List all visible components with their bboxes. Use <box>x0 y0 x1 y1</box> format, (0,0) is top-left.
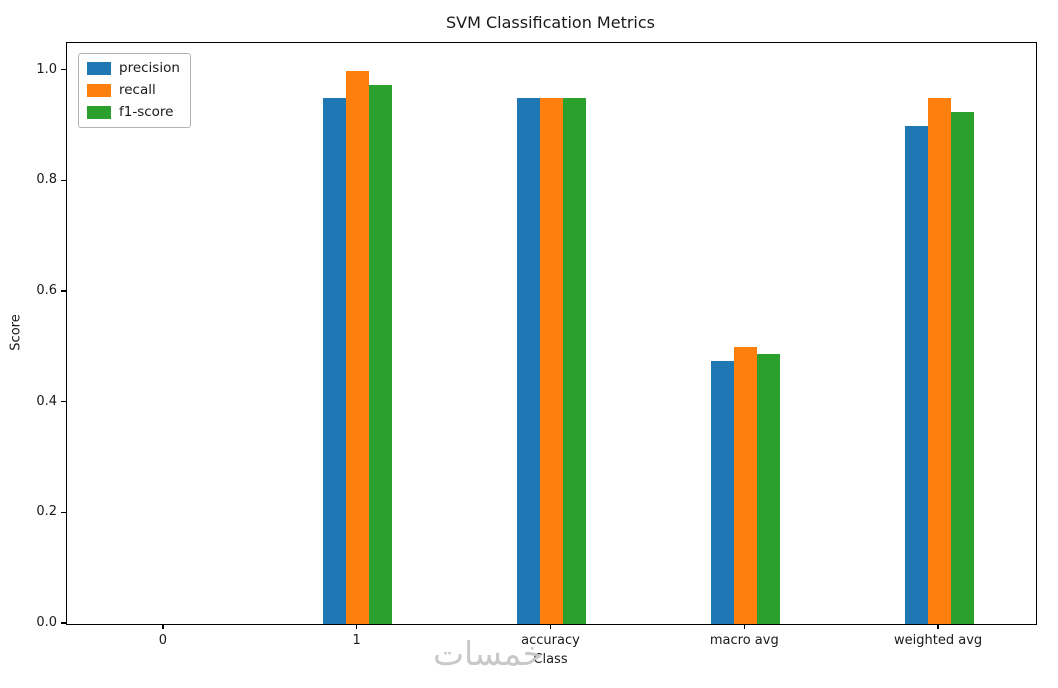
legend-label: precision <box>119 60 180 76</box>
bar-recall-1 <box>346 70 370 624</box>
legend-swatch-precision <box>87 62 111 75</box>
x-tick-label: 0 <box>158 633 168 648</box>
plot-area: precision recall f1-score <box>66 42 1037 625</box>
legend: precision recall f1-score <box>78 53 191 128</box>
bar-recall-weighted-avg <box>927 98 951 624</box>
y-tick-label: 0.6 <box>36 283 57 298</box>
bar-f1-score-macro-avg <box>756 354 780 624</box>
x-axis-label: Class <box>533 652 568 667</box>
legend-label: f1-score <box>119 104 174 120</box>
bar-recall-macro-avg <box>733 347 757 624</box>
y-axis-label-text: Score <box>8 314 24 351</box>
x-tick-label: macro avg <box>709 633 779 648</box>
legend-swatch-f1-score <box>87 106 111 119</box>
bar-f1-score-accuracy <box>563 98 586 624</box>
bar-f1-score-1 <box>369 84 393 624</box>
legend-entry-precision: precision <box>87 61 180 76</box>
legend-label: recall <box>119 82 156 98</box>
bar-precision-weighted-avg <box>904 126 928 624</box>
x-tick-mark <box>356 624 358 629</box>
y-tick-label: 1.0 <box>36 61 57 77</box>
y-tick-mark <box>61 511 66 514</box>
x-tick-label: weighted avg <box>894 633 983 648</box>
bar-precision-macro-avg <box>710 361 734 624</box>
y-tick-mark <box>61 622 66 624</box>
x-tick-mark <box>549 624 552 629</box>
chart-title: SVM Classification Metrics <box>445 13 656 32</box>
legend-swatch-recall <box>87 84 111 97</box>
x-tick-label: accuracy <box>521 633 580 648</box>
y-axis-label: Score <box>6 42 26 623</box>
y-tick-mark <box>61 400 66 403</box>
bar-precision-1 <box>323 98 347 624</box>
y-tick-label: 0.8 <box>36 172 57 188</box>
y-tick-mark <box>61 68 66 71</box>
watermark-text: خمسات <box>432 634 544 673</box>
bar-f1-score-weighted-avg <box>950 112 974 624</box>
y-tick-label: 0.2 <box>36 504 57 520</box>
legend-entry-recall: recall <box>87 83 180 98</box>
legend-entry-f1-score: f1-score <box>87 105 180 120</box>
y-tick-label: 0.4 <box>36 393 57 409</box>
x-tick-mark <box>743 624 745 629</box>
x-tick-mark <box>162 624 164 629</box>
x-tick-label: 1 <box>352 633 361 648</box>
y-tick-mark <box>61 179 66 182</box>
bar-precision-accuracy <box>517 98 540 624</box>
y-tick-mark <box>61 290 66 292</box>
bar-recall-accuracy <box>540 98 563 624</box>
x-tick-mark <box>937 624 939 629</box>
y-tick-label: 0.0 <box>36 615 57 630</box>
